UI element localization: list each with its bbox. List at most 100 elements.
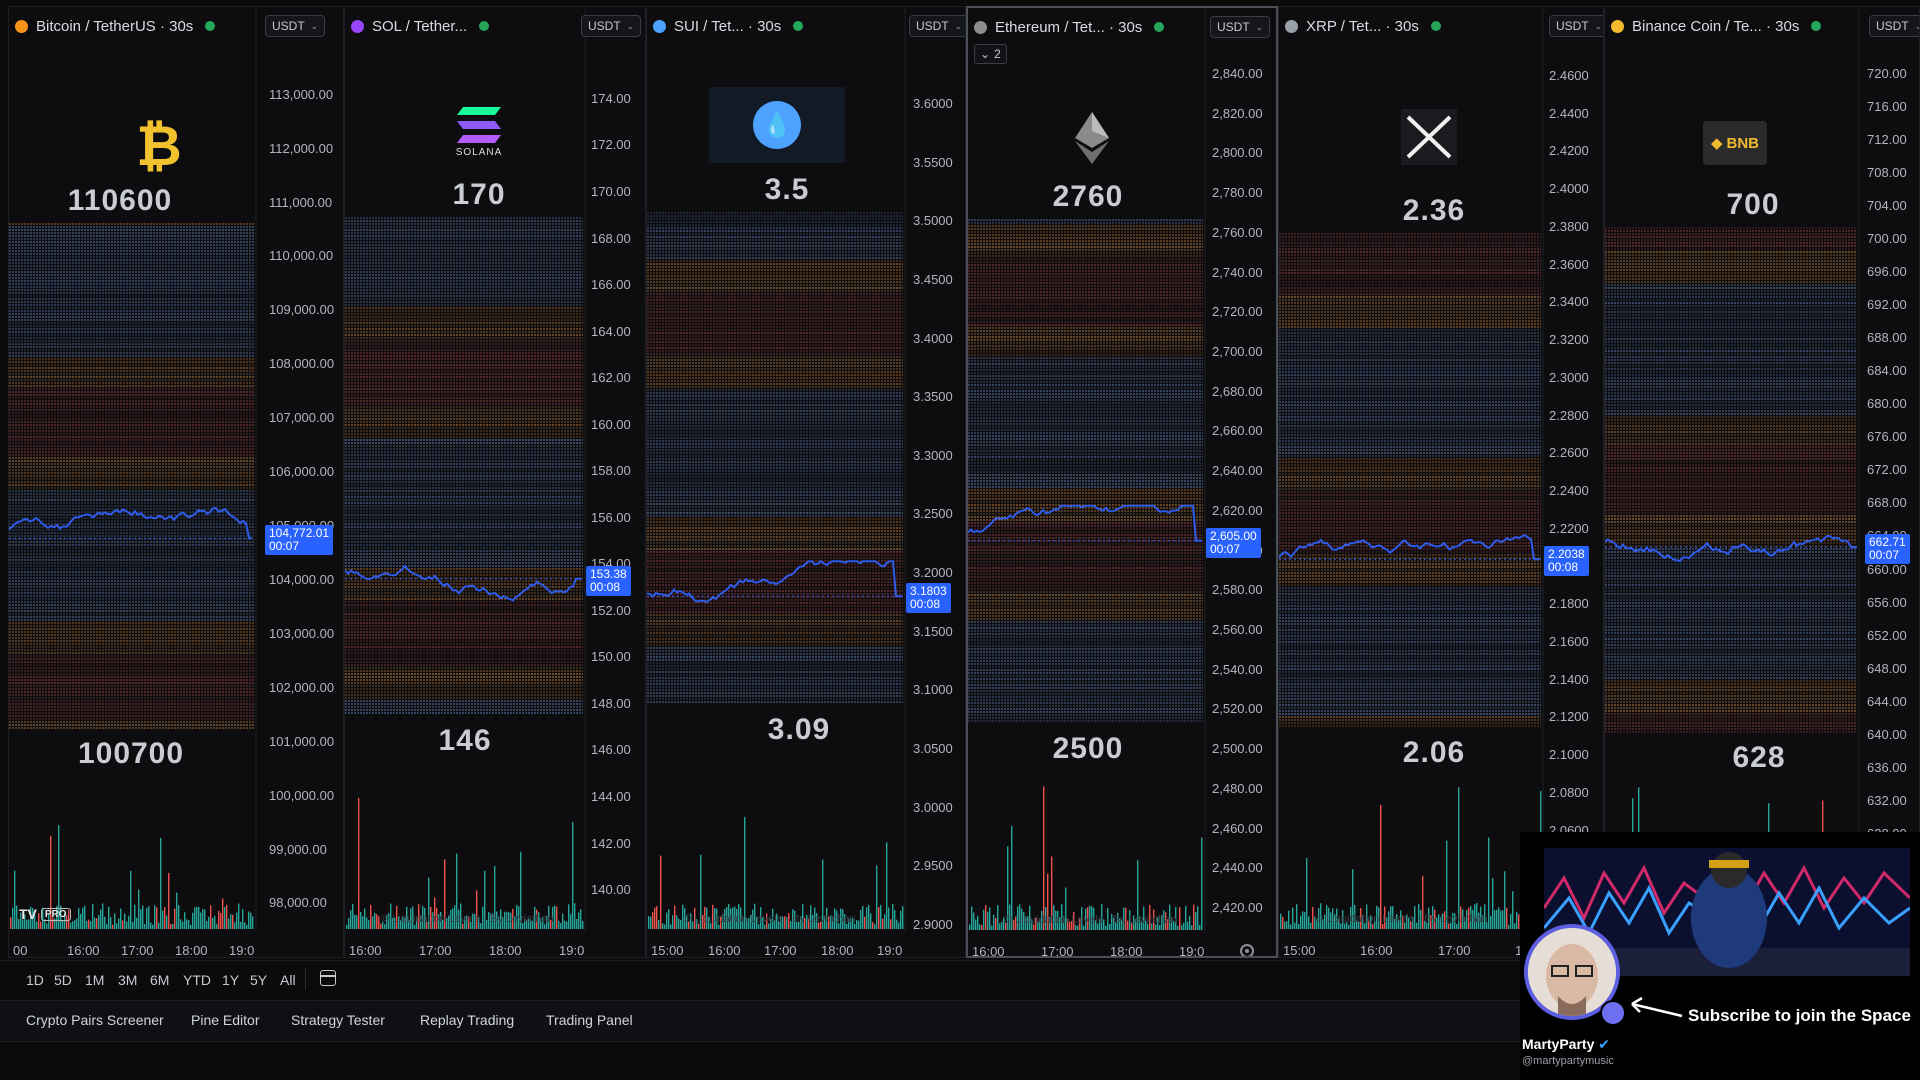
symbol-title[interactable]: Binance Coin / Te... · 30s — [1632, 17, 1800, 35]
chart-panel[interactable]: Binance Coin / Te... · 30s USDT ⌄ ◆BNB 700 62… — [1604, 6, 1920, 958]
volume-bar — [226, 904, 228, 929]
indicator-watermark: © Liquidation Levels - By Leviathan — [1004, 914, 1177, 926]
volume-bar — [736, 908, 738, 929]
chart-panel[interactable]: SOL / Tether... USDT ⌄ SOLANA 170 146 174.00 17… — [344, 6, 646, 958]
volume-bar — [546, 915, 548, 929]
timeframe-button[interactable]: 5Y — [250, 972, 268, 988]
symbol-header[interactable]: XRP / Tet... · 30s — [1285, 15, 1441, 37]
chart-panel[interactable]: Ethereum / Tet... · 30s USDT ⌄ ⌄ 2 2760 2500 2,… — [966, 6, 1278, 958]
volume-bar — [558, 920, 560, 929]
volume-bar — [34, 915, 36, 929]
chart-canvas[interactable] — [968, 8, 1278, 958]
price-axis-tick: 2,420.00 — [1212, 900, 1263, 916]
price-axis-tick: 2.3200 — [1549, 332, 1589, 348]
coin-icon — [653, 19, 666, 33]
volume-bar — [1356, 920, 1358, 929]
volume-bar — [1482, 915, 1484, 929]
currency-select[interactable]: USDT ⌄ — [1869, 15, 1919, 37]
symbol-title[interactable]: XRP / Tet... · 30s — [1306, 17, 1419, 35]
volume-bar — [814, 907, 816, 929]
bottom-tab[interactable]: Crypto Pairs Screener — [26, 1012, 164, 1028]
symbol-header[interactable]: SOL / Tether... — [351, 15, 490, 37]
chart-panel[interactable]: SUI / Tet... · 30s USDT ⌄ 💧 3.5 3.09 3.6000 3.5… — [646, 6, 966, 958]
volume-bar — [756, 917, 758, 929]
timeframe-button[interactable]: 6M — [150, 972, 170, 988]
volume-bar — [426, 921, 428, 929]
bottom-tab[interactable]: Trading Panel — [546, 1012, 633, 1028]
symbol-title[interactable]: Ethereum / Tet... · 30s — [995, 18, 1143, 36]
price-axis-tick: 160.00 — [591, 416, 631, 432]
calendar-icon[interactable] — [320, 970, 336, 986]
symbol-header[interactable]: Bitcoin / TetherUS · 30s — [15, 15, 216, 37]
collapse-indicators-button[interactable]: ⌄ 2 — [974, 44, 1007, 64]
price-axis-tick: 2,480.00 — [1212, 780, 1263, 796]
price-axis-tick: 3.5500 — [913, 154, 953, 170]
timeframe-button[interactable]: All — [280, 972, 296, 988]
timeframe-button[interactable]: YTD — [183, 972, 211, 988]
bottom-tab[interactable]: Pine Editor — [191, 1012, 260, 1028]
volume-bar — [1354, 905, 1356, 929]
settings-gear-icon[interactable] — [1240, 944, 1254, 956]
timeframe-button[interactable]: 1M — [85, 972, 105, 988]
volume-bar — [408, 920, 410, 929]
timeframe-button[interactable]: 5D — [54, 972, 72, 988]
volume-bar — [1292, 907, 1294, 929]
symbol-header[interactable]: SUI / Tet... · 30s — [653, 15, 804, 37]
symbol-title[interactable]: Bitcoin / TetherUS · 30s — [36, 17, 194, 35]
currency-select[interactable]: USDT ⌄ — [909, 15, 965, 37]
volume-bar — [536, 909, 538, 929]
volume-bar — [1486, 922, 1488, 929]
volume-bar — [818, 922, 820, 929]
volume-bar — [576, 918, 578, 929]
timeframe-button[interactable]: 1Y — [222, 972, 240, 988]
volume-bar — [248, 911, 250, 929]
chart-canvas[interactable] — [1279, 7, 1604, 958]
volume-bar — [1059, 917, 1061, 930]
chart-canvas[interactable] — [345, 7, 646, 958]
divider — [305, 968, 306, 990]
currency-select[interactable]: USDT ⌄ — [1210, 16, 1271, 38]
volume-bar — [38, 913, 40, 929]
volume-bar — [446, 918, 448, 929]
volume-bar — [1516, 911, 1518, 929]
symbol-title[interactable]: SUI / Tet... · 30s — [674, 17, 782, 35]
price-axis-tick: 2.2400 — [1549, 483, 1589, 498]
chart-canvas[interactable] — [647, 7, 966, 958]
volume-bar — [1404, 922, 1406, 929]
price-axis-tick: 2,440.00 — [1212, 860, 1263, 876]
volume-bar — [744, 816, 746, 929]
volume-bar — [1504, 871, 1506, 929]
timeframe-button[interactable]: 1D — [26, 972, 44, 988]
time-axis-tick: 15:00 — [651, 943, 684, 958]
volume-bar — [770, 918, 772, 929]
time-axis-tick: 17:00 — [121, 943, 154, 958]
currency-select[interactable]: USDT ⌄ — [1549, 15, 1603, 37]
volume-bar — [902, 906, 904, 929]
volume-bar — [252, 916, 254, 929]
volume-bar — [192, 912, 194, 929]
volume-bar — [724, 908, 726, 929]
volume-bar — [1342, 910, 1344, 929]
volume-bar — [1302, 911, 1304, 929]
currency-select[interactable]: USDT ⌄ — [581, 15, 642, 37]
bnb-diamond-icon: ◆ — [1710, 135, 1723, 152]
bottom-tab[interactable]: Replay Trading — [420, 1012, 515, 1028]
lower-level-label: 2.06 — [1402, 736, 1466, 769]
volume-bar — [728, 904, 730, 929]
chart-canvas[interactable] — [9, 7, 344, 958]
volume-bar — [1163, 910, 1165, 930]
volume-bar — [1051, 856, 1053, 930]
bottom-tab[interactable]: Strategy Tester — [291, 1012, 385, 1028]
volume-bar — [1396, 914, 1398, 929]
volume-bar — [528, 918, 530, 929]
currency-select[interactable]: USDT ⌄ — [265, 15, 326, 37]
symbol-header[interactable]: Ethereum / Tet... · 30s — [974, 16, 1165, 38]
chart-panel[interactable]: XRP / Tet... · 30s USDT ⌄ 2.36 2.06 2.4600 2.4… — [1278, 6, 1604, 958]
volume-bar — [200, 912, 202, 929]
price-axis-tick: 99,000.00 — [269, 841, 327, 857]
symbol-title[interactable]: SOL / Tether... — [372, 17, 468, 35]
timeframe-button[interactable]: 3M — [118, 972, 138, 988]
symbol-header[interactable]: Binance Coin / Te... · 30s — [1611, 15, 1822, 37]
chart-panel[interactable]: Bitcoin / TetherUS · 30s USDT ⌄ ₿ 110600 1007… — [8, 6, 344, 958]
volume-bar — [470, 921, 472, 929]
